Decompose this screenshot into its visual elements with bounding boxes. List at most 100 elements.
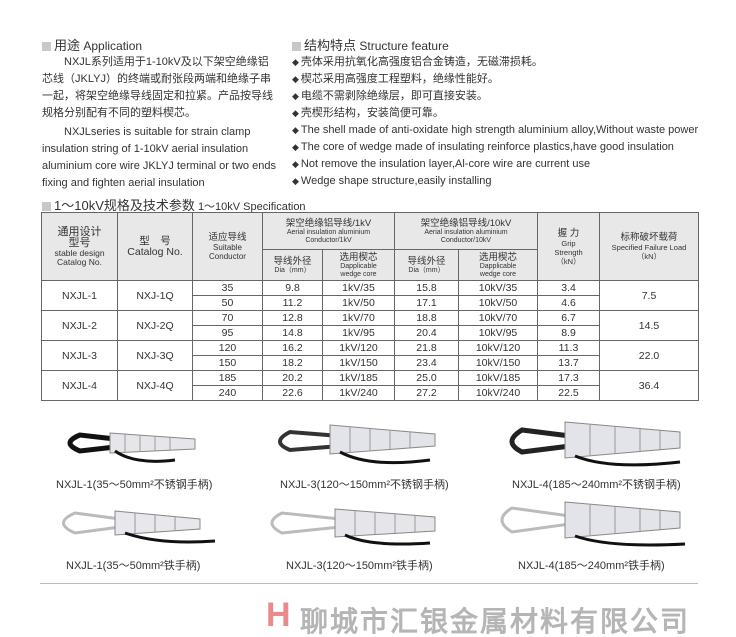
feature-item: 壳楔形结构，安装简便可靠。: [292, 105, 698, 122]
value-cell: 1kV/240: [322, 385, 395, 401]
value-cell: 240: [192, 385, 263, 401]
feature-item: Wedge shape structure,easily installing: [292, 173, 698, 190]
value-cell: 18.8: [394, 310, 459, 326]
value-cell: 11.3: [537, 340, 600, 356]
value-cell: 150: [192, 355, 263, 371]
application-para-zh: NXJL系列适用于1-10kV及以下架空绝缘铝芯线（JKLYJ）的终端或耐张段两…: [42, 56, 273, 119]
value-cell: 1kV/70: [322, 310, 395, 326]
header-dia-10kv: 导线外径 Dia（mm）: [394, 249, 459, 281]
header-load: 标称破坏载荷 Specified Failure Load（kN）: [599, 212, 699, 281]
header-conductor: 适应导线 Suitable Conductor: [192, 212, 263, 281]
load-cell: 14.5: [599, 310, 699, 341]
value-cell: 20.2: [262, 370, 323, 386]
load-cell: 22.0: [599, 340, 699, 371]
header-wedge-1kv: 选用楔芯 Dapplicable wedge core: [322, 249, 395, 281]
product-caption: NXJL-1(35～50mm²不锈钢手柄): [56, 479, 213, 491]
value-cell: 6.7: [537, 310, 600, 326]
value-cell: 35: [192, 280, 263, 296]
value-cell: 9.8: [262, 280, 323, 296]
load-cell: 7.5: [599, 280, 699, 311]
value-cell: 1kV/35: [322, 280, 395, 296]
structure-heading: 结构特点 Structure feature: [292, 35, 449, 54]
value-cell: 1kV/95: [322, 325, 395, 341]
product-caption: NXJL-3(120～150mm²铁手柄): [286, 560, 433, 572]
value-cell: 1kV/120: [322, 340, 395, 356]
value-cell: 16.2: [262, 340, 323, 356]
value-cell: 10kV/240: [458, 385, 538, 401]
application-para-en: NXJLseries is suitable for strain clamp …: [42, 126, 276, 189]
product-image-nxjl-4-iron: [500, 501, 686, 547]
value-cell: 11.2: [262, 295, 323, 311]
value-cell: 10kV/70: [458, 310, 538, 326]
table-row: 95 14.8 1kV/95 20.4 10kV/95 8.9: [42, 325, 699, 341]
value-cell: 23.4: [394, 355, 459, 371]
product-caption: NXJL-3(120～150mm²不锈钢手柄): [280, 479, 449, 491]
table-row: NXJL-4 NXJ-4Q 185 20.2 1kV/185 25.0 10kV/185 17…: [41, 370, 699, 401]
value-cell: 8.9: [537, 325, 600, 341]
value-cell: 17.1: [394, 295, 459, 311]
load-cell: 36.4: [599, 370, 699, 401]
value-cell: 1kV/150: [322, 355, 395, 371]
value-cell: 1kV/185: [322, 370, 395, 386]
value-cell: 14.8: [262, 325, 323, 341]
value-cell: 21.8: [394, 340, 459, 356]
application-heading: 用途 Application: [42, 35, 142, 54]
catalog-cell: NXJ-3Q: [117, 340, 193, 371]
product-caption: NXJL-4(185～240mm²铁手柄): [518, 560, 665, 572]
product-image-nxjl-1-steel: [67, 432, 196, 463]
feature-item: Not remove the insulation layer,Al-core …: [292, 156, 698, 173]
value-cell: 27.2: [394, 385, 459, 401]
design-cell: NXJL-3: [41, 340, 118, 371]
table-row: 150 18.2 1kV/150 23.4 10kV/150 13.7: [42, 355, 699, 371]
design-cell: NXJL-1: [41, 280, 118, 311]
structure-list: 壳体采用抗氧化高强度铝合金铸造，无磁滞损耗。 楔芯采用高强度工程塑料，绝缘性能好…: [292, 54, 698, 190]
divider: [40, 583, 698, 584]
value-cell: 70: [192, 310, 263, 326]
feature-item: 楔芯采用高强度工程塑料，绝缘性能好。: [292, 71, 698, 88]
value-cell: 25.0: [394, 370, 459, 386]
table-row: NXJL-2 NXJ-2Q 70 12.8 1kV/70 18.8 10kV/70 6.7 14…: [41, 310, 699, 341]
value-cell: 18.2: [262, 355, 323, 371]
feature-item: 壳体采用抗氧化高强度铝合金铸造，无磁滞损耗。: [292, 54, 698, 71]
header-dia-1kv: 导线外径 Dia（mm）: [262, 249, 323, 281]
value-cell: 10kV/120: [458, 340, 538, 356]
value-cell: 12.8: [262, 310, 323, 326]
design-cell: NXJL-4: [41, 370, 118, 401]
value-cell: 10kV/150: [458, 355, 538, 371]
value-cell: 1kV/50: [322, 295, 395, 311]
value-cell: 13.7: [537, 355, 600, 371]
header-grip: 握 力 Grip Strength（kN）: [537, 212, 600, 281]
value-cell: 17.3: [537, 370, 600, 386]
table-row: NXJL-1 NXJ-1Q 35 9.8 1kV/35 15.8 10kV/35 3.4 7.5: [41, 280, 699, 311]
header-1kv: 架空绝缘铝导线/1kV Aerial insulation aluminium C…: [262, 212, 395, 250]
product-caption: NXJL-1(35～50mm²铁手柄): [66, 560, 201, 572]
value-cell: 95: [192, 325, 263, 341]
table-row: NXJL-3 NXJ-3Q 120 16.2 1kV/120 21.8 10kV/120 11…: [41, 340, 699, 371]
feature-item: The shell made of anti-oxidate high stre…: [292, 122, 698, 139]
value-cell: 50: [192, 295, 263, 311]
value-cell: 10kV/95: [458, 325, 538, 341]
value-cell: 15.8: [394, 280, 459, 296]
header-design: 通用设计型号 stable design Catalog No.: [41, 212, 118, 281]
product-image-nxjl-3-steel: [278, 424, 436, 465]
feature-item: The core of wedge made of insulating rei…: [292, 139, 698, 156]
value-cell: 120: [192, 340, 263, 356]
spec-heading: 1～10kV规格及技术参数 1～10kV Specification: [42, 195, 306, 214]
value-cell: 10kV/185: [458, 370, 538, 386]
value-cell: 3.4: [537, 280, 600, 296]
product-image-nxjl-4-steel: [509, 421, 681, 467]
table-row: 240 22.6 1kV/240 27.2 10kV/240 22.5: [42, 385, 699, 401]
value-cell: 10kV/50: [458, 295, 538, 311]
catalog-cell: NXJ-2Q: [117, 310, 193, 341]
header-10kv: 架空绝缘铝导线/10kV Aerial insulation aluminium …: [394, 212, 538, 250]
product-image-nxjl-1-iron: [62, 510, 216, 544]
watermark-logo: H: [266, 596, 291, 634]
catalog-cell: NXJ-1Q: [117, 280, 193, 311]
header-catalog: 型 号 Catalog No.: [117, 212, 193, 281]
value-cell: 10kV/35: [458, 280, 538, 296]
product-image-nxjl-3-iron: [270, 508, 436, 546]
header-wedge-10kv: 选用楔芯 Dapplicable wedge core: [458, 249, 538, 281]
value-cell: 22.5: [537, 385, 600, 401]
value-cell: 185: [192, 370, 263, 386]
